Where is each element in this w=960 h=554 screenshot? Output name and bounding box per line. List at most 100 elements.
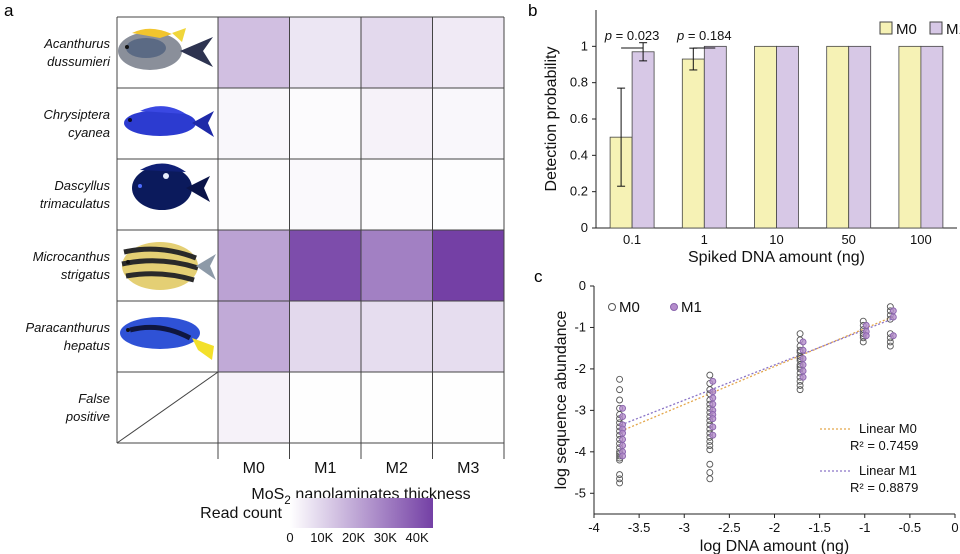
panel-label-b: b [528, 1, 537, 20]
scatter-point-M0 [616, 475, 624, 483]
heatmap-cell [432, 301, 504, 372]
bar-x-tick-label: 50 [841, 232, 855, 247]
scatter-x-tick-label: -1 [859, 520, 871, 535]
heatmap-cell [361, 17, 433, 88]
scatter-point-M0 [796, 330, 804, 338]
bar-legend-swatch [929, 21, 943, 35]
bar-M1 [920, 45, 944, 229]
bar-M0 [681, 58, 705, 229]
scatter-point-M0 [616, 375, 624, 383]
bar-legend-swatch [879, 21, 893, 35]
scatter-point-M0 [796, 382, 804, 389]
scatter-point-M1 [619, 429, 627, 437]
bar-M0 [898, 45, 922, 229]
scatter-point-M1 [709, 431, 717, 439]
trendline [620, 318, 893, 426]
bar-chart-panel: 0 0.2 0.4 0.6 0.8 1 0.1 1 10 50 100 p = 0.023 p = 0.… [543, 10, 960, 266]
heatmap-cell [361, 372, 433, 443]
scatter-point-M1 [799, 367, 807, 375]
scatter-point-M0 [706, 475, 714, 483]
scatter-legend-label: M1 [681, 299, 702, 316]
heatmap-cell [289, 88, 361, 159]
colorbar-tick-label: 20K [342, 530, 365, 545]
scatter-point-M0 [886, 342, 894, 350]
heatmap-row-label: Microcanthus strigatus [33, 249, 111, 282]
colorbar-tick-label: 40K [406, 530, 429, 545]
bar-M1 [776, 45, 799, 229]
bar-y-tick-label: 0.8 [570, 75, 588, 90]
heatmap-cell [432, 159, 504, 230]
significance-annotation: p = 0.023 [604, 28, 660, 43]
scatter-point-M0 [616, 386, 624, 394]
scatter-x-tick-label: -1.5 [808, 520, 830, 535]
scatter-y-tick-label: -3 [574, 402, 586, 417]
panel-label-a: a [4, 1, 14, 20]
trendline-legend-label: Linear M1 [859, 463, 917, 478]
scatter-panel: -4 -3.5 -3 -2.5 -2 -1.5 -1 -0.5 0 0 -1 -2 -3 -4 -5 M0 M1… [553, 278, 959, 554]
scatter-point-M1 [889, 307, 897, 315]
scatter-point-M0 [706, 438, 714, 445]
heatmap-cell [289, 230, 361, 301]
heatmap-row-label: Chrysiptera cyanea [44, 107, 110, 140]
scatter-point-M0 [886, 338, 894, 346]
false-positive-diagonal [116, 371, 219, 444]
scatter-y-tick-label: -5 [574, 485, 586, 500]
heatmap-column-label: M0 [243, 460, 265, 477]
bar-M1 [703, 45, 727, 229]
scatter-y-tick-label: -4 [574, 444, 586, 459]
scatter-legend-label: M0 [619, 299, 640, 316]
heatmap-cell [218, 230, 290, 301]
scatter-y-tick-label: -2 [574, 361, 586, 376]
scatter-point-M1 [619, 442, 627, 450]
heatmap-row-label: Paracanthurus hepatus [25, 320, 110, 353]
scatter-point-M1 [709, 377, 717, 385]
scatter-point-M1 [709, 423, 717, 431]
scatter-point-M0 [616, 479, 624, 487]
heatmap-column-label: M2 [386, 460, 408, 477]
scatter-point-M0 [706, 446, 714, 454]
fish-acanthurus-dussumieri-icon [118, 28, 213, 70]
bar-y-tick-label: 0 [581, 220, 588, 235]
scatter-x-tick-label: -2.5 [718, 520, 740, 535]
bar-y-tick-label: 0.6 [570, 111, 588, 126]
significance-annotation: p = 0.184 [676, 28, 732, 43]
scatter-point-M1 [709, 415, 717, 423]
heatmap-cell [289, 159, 361, 230]
scatter-point-M1 [799, 338, 807, 346]
heatmap-row-label: Dascyllus trimaculatus [40, 178, 111, 211]
scatter-point-M1 [709, 388, 717, 396]
scatter-y-tick-label: 0 [579, 278, 586, 293]
heatmap-row-label: False positive [65, 391, 110, 424]
bar-M0 [754, 45, 777, 229]
colorbar [290, 498, 433, 528]
fish-microcanthus-strigatus-icon [121, 242, 216, 290]
scatter-point-M1 [799, 355, 807, 362]
scatter-x-tick-label: -0.5 [899, 520, 921, 535]
heatmap-cell [361, 301, 433, 372]
colorbar-tick-label: 10K [310, 530, 333, 545]
heatmap-cell [218, 372, 290, 443]
scatter-point-M1 [889, 332, 897, 340]
bar-y-tick-label: 1 [581, 38, 588, 53]
heatmap-cell [432, 372, 504, 443]
heatmap-cell [218, 159, 290, 230]
scatter-point-M1 [619, 452, 627, 460]
heatmap-cell [361, 230, 433, 301]
bar-M0 [826, 45, 850, 229]
scatter-point-M1 [619, 435, 627, 443]
scatter-point-M1 [862, 332, 870, 340]
heatmap-cell [432, 88, 504, 159]
trendline-r2-label: R² = 0.8879 [850, 480, 918, 495]
scatter-x-tick-label: -2 [769, 520, 781, 535]
heatmap-cell [218, 17, 290, 88]
heatmap-cell [432, 230, 504, 301]
heatmap-cell [361, 159, 433, 230]
scatter-point-M1 [709, 400, 717, 408]
scatter-point-M0 [706, 371, 714, 379]
bar-M1 [631, 51, 655, 229]
scatter-point-M1 [619, 413, 627, 421]
scatter-point-M1 [619, 404, 627, 412]
bar-y-tick-label: 0.2 [570, 184, 588, 199]
scatter-point-M0 [706, 442, 714, 450]
